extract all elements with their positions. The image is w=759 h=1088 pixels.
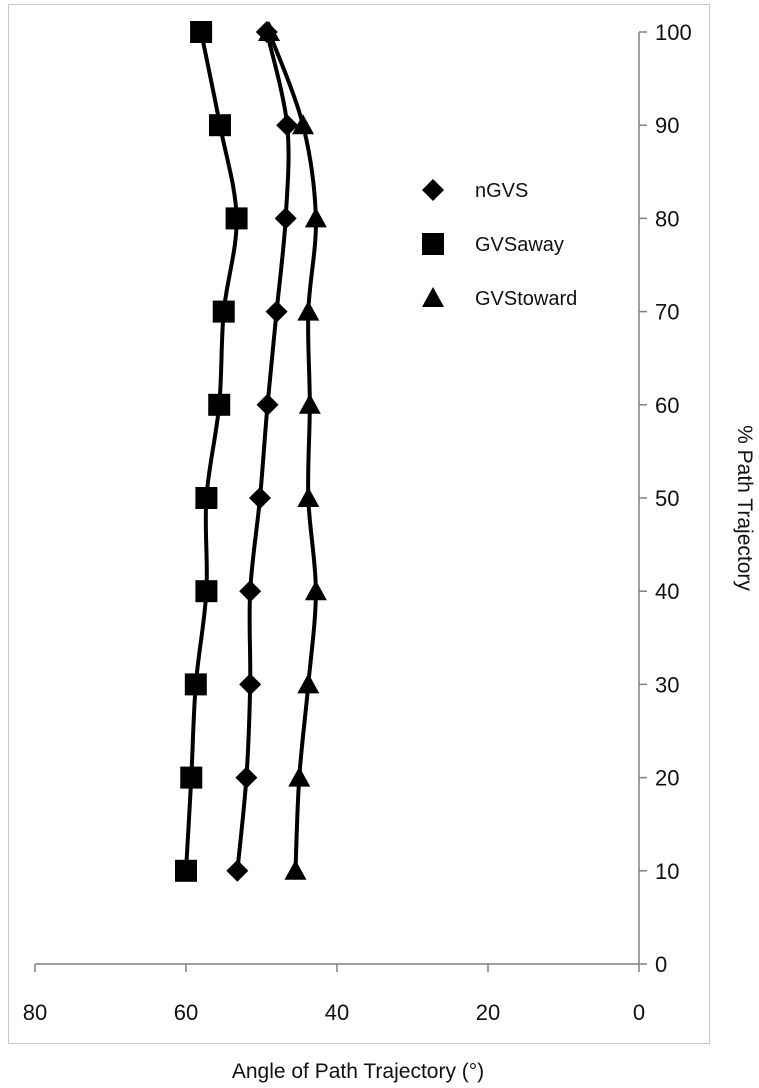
data-point-GVStoward [297, 300, 320, 321]
data-point-nGVS [256, 393, 279, 416]
legend: nGVS GVSaway GVStoward [422, 179, 577, 310]
legend-label-nGVS: nGVS [475, 180, 528, 202]
data-point-GVStoward [258, 21, 281, 41]
data-point-GVStoward [288, 766, 311, 787]
data-point-nGVS [274, 207, 297, 230]
x-axis-title: Angle of Path Trajectory (°) [232, 1060, 484, 1083]
chart-frame [8, 4, 710, 1044]
data-point-GVSaway [195, 580, 218, 603]
axes [35, 32, 640, 965]
data-point-GVStoward [298, 393, 321, 414]
data-point-GVStoward [292, 114, 315, 135]
legend-label-GVSaway: GVSaway [475, 234, 564, 256]
y-tick-label: 60 [655, 393, 679, 418]
data-point-GVSaway [208, 393, 231, 416]
legend-marker-nGVS [422, 179, 444, 201]
y-tick-label: 20 [655, 766, 679, 791]
y-tick-label: 70 [655, 300, 679, 325]
data-point-nGVS [235, 766, 258, 789]
y-tick-label: 50 [655, 486, 679, 511]
y-tick-label: 0 [655, 952, 667, 977]
x-ticks: 80 60 40 20 0 [23, 964, 645, 1025]
series-line-GVStoward [267, 31, 318, 871]
data-point-nGVS [276, 114, 299, 137]
x-tick-label: 60 [174, 1000, 198, 1025]
y-tick-label: 30 [655, 672, 679, 697]
series-markers [175, 21, 327, 882]
series-lines [184, 31, 318, 871]
data-point-GVStoward [284, 859, 307, 880]
data-point-GVSaway [225, 207, 248, 230]
data-point-GVStoward [304, 207, 327, 228]
data-point-GVStoward [304, 580, 327, 601]
legend-marker-GVSaway [422, 233, 444, 255]
series-line-GVSaway [184, 31, 239, 871]
x-tick-label: 0 [633, 1000, 645, 1025]
data-point-GVSaway [212, 300, 235, 323]
y-tick-label: 90 [655, 113, 679, 138]
x-tick-label: 80 [23, 1000, 47, 1025]
data-point-nGVS [248, 487, 271, 509]
data-point-GVSaway [175, 859, 197, 882]
y-ticks: 0 10 20 30 40 50 60 70 80 90 100 [639, 20, 692, 977]
data-point-nGVS [239, 673, 262, 696]
y-axis-title: % Path Trajectory [733, 425, 756, 591]
y-tick-label: 40 [655, 579, 679, 604]
y-tick-label: 10 [655, 859, 679, 884]
data-point-GVStoward [297, 673, 320, 694]
data-point-GVSaway [180, 766, 203, 789]
x-tick-label: 20 [476, 1000, 500, 1025]
data-point-GVStoward [297, 487, 320, 507]
x-tick-label: 40 [325, 1000, 349, 1025]
y-tick-label: 100 [655, 20, 692, 45]
data-point-nGVS [239, 580, 262, 603]
y-tick-label: 80 [655, 206, 679, 231]
data-point-nGVS [226, 859, 249, 882]
series-line-nGVS [235, 31, 291, 871]
legend-label-GVStoward: GVStoward [475, 288, 577, 310]
data-point-nGVS [265, 300, 288, 323]
data-point-GVSaway [195, 487, 218, 509]
legend-marker-GVStoward [422, 287, 444, 307]
data-point-GVSaway [190, 21, 213, 43]
data-point-GVSaway [184, 673, 207, 696]
data-point-GVSaway [208, 114, 231, 137]
